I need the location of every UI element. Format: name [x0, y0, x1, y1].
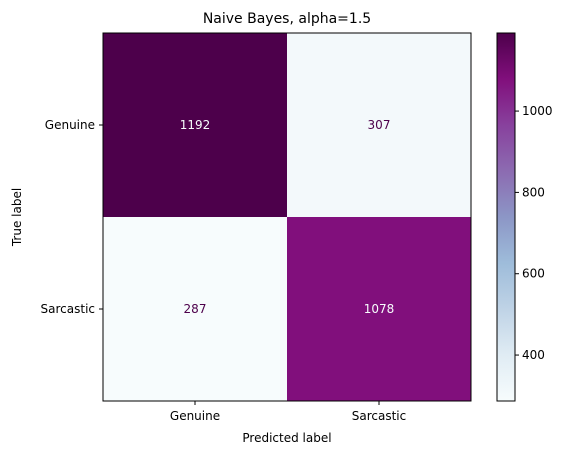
colorbar-tick-label: 600	[522, 267, 545, 281]
cell-value-label: 307	[368, 118, 391, 132]
y-tick-label: Genuine	[45, 118, 95, 132]
plot-frame	[102, 32, 472, 402]
cell-value-labels: 1192 307 287 1078	[180, 118, 395, 316]
chart-title: Naive Bayes, alpha=1.5	[203, 11, 371, 27]
colorbar-tick-label: 1000	[522, 104, 553, 118]
y-axis-label: True label	[10, 188, 24, 247]
heatmap-cell	[287, 217, 471, 401]
x-axis-label: Predicted label	[242, 431, 331, 445]
cell-value-label: 1078	[364, 302, 395, 316]
heatmap-cells	[103, 33, 471, 401]
colorbar-tick-label: 400	[522, 348, 545, 362]
cell-value-label: 287	[184, 302, 207, 316]
cell-value-label: 1192	[180, 118, 211, 132]
colorbar	[496, 32, 516, 402]
heatmap-cell	[103, 33, 287, 217]
heatmap-cell	[287, 33, 471, 217]
colorbar-ticks: 400 600 800 1000	[515, 104, 553, 362]
x-tick-label: Genuine	[170, 409, 220, 423]
y-tick-label: Sarcastic	[41, 302, 95, 316]
colorbar-tick-label: 800	[522, 185, 545, 199]
x-tick-label: Sarcastic	[352, 409, 406, 423]
x-axis-ticks: Genuine Sarcastic	[170, 401, 406, 423]
heatmap-cell	[103, 217, 287, 401]
y-axis-ticks: Genuine Sarcastic	[41, 118, 103, 316]
